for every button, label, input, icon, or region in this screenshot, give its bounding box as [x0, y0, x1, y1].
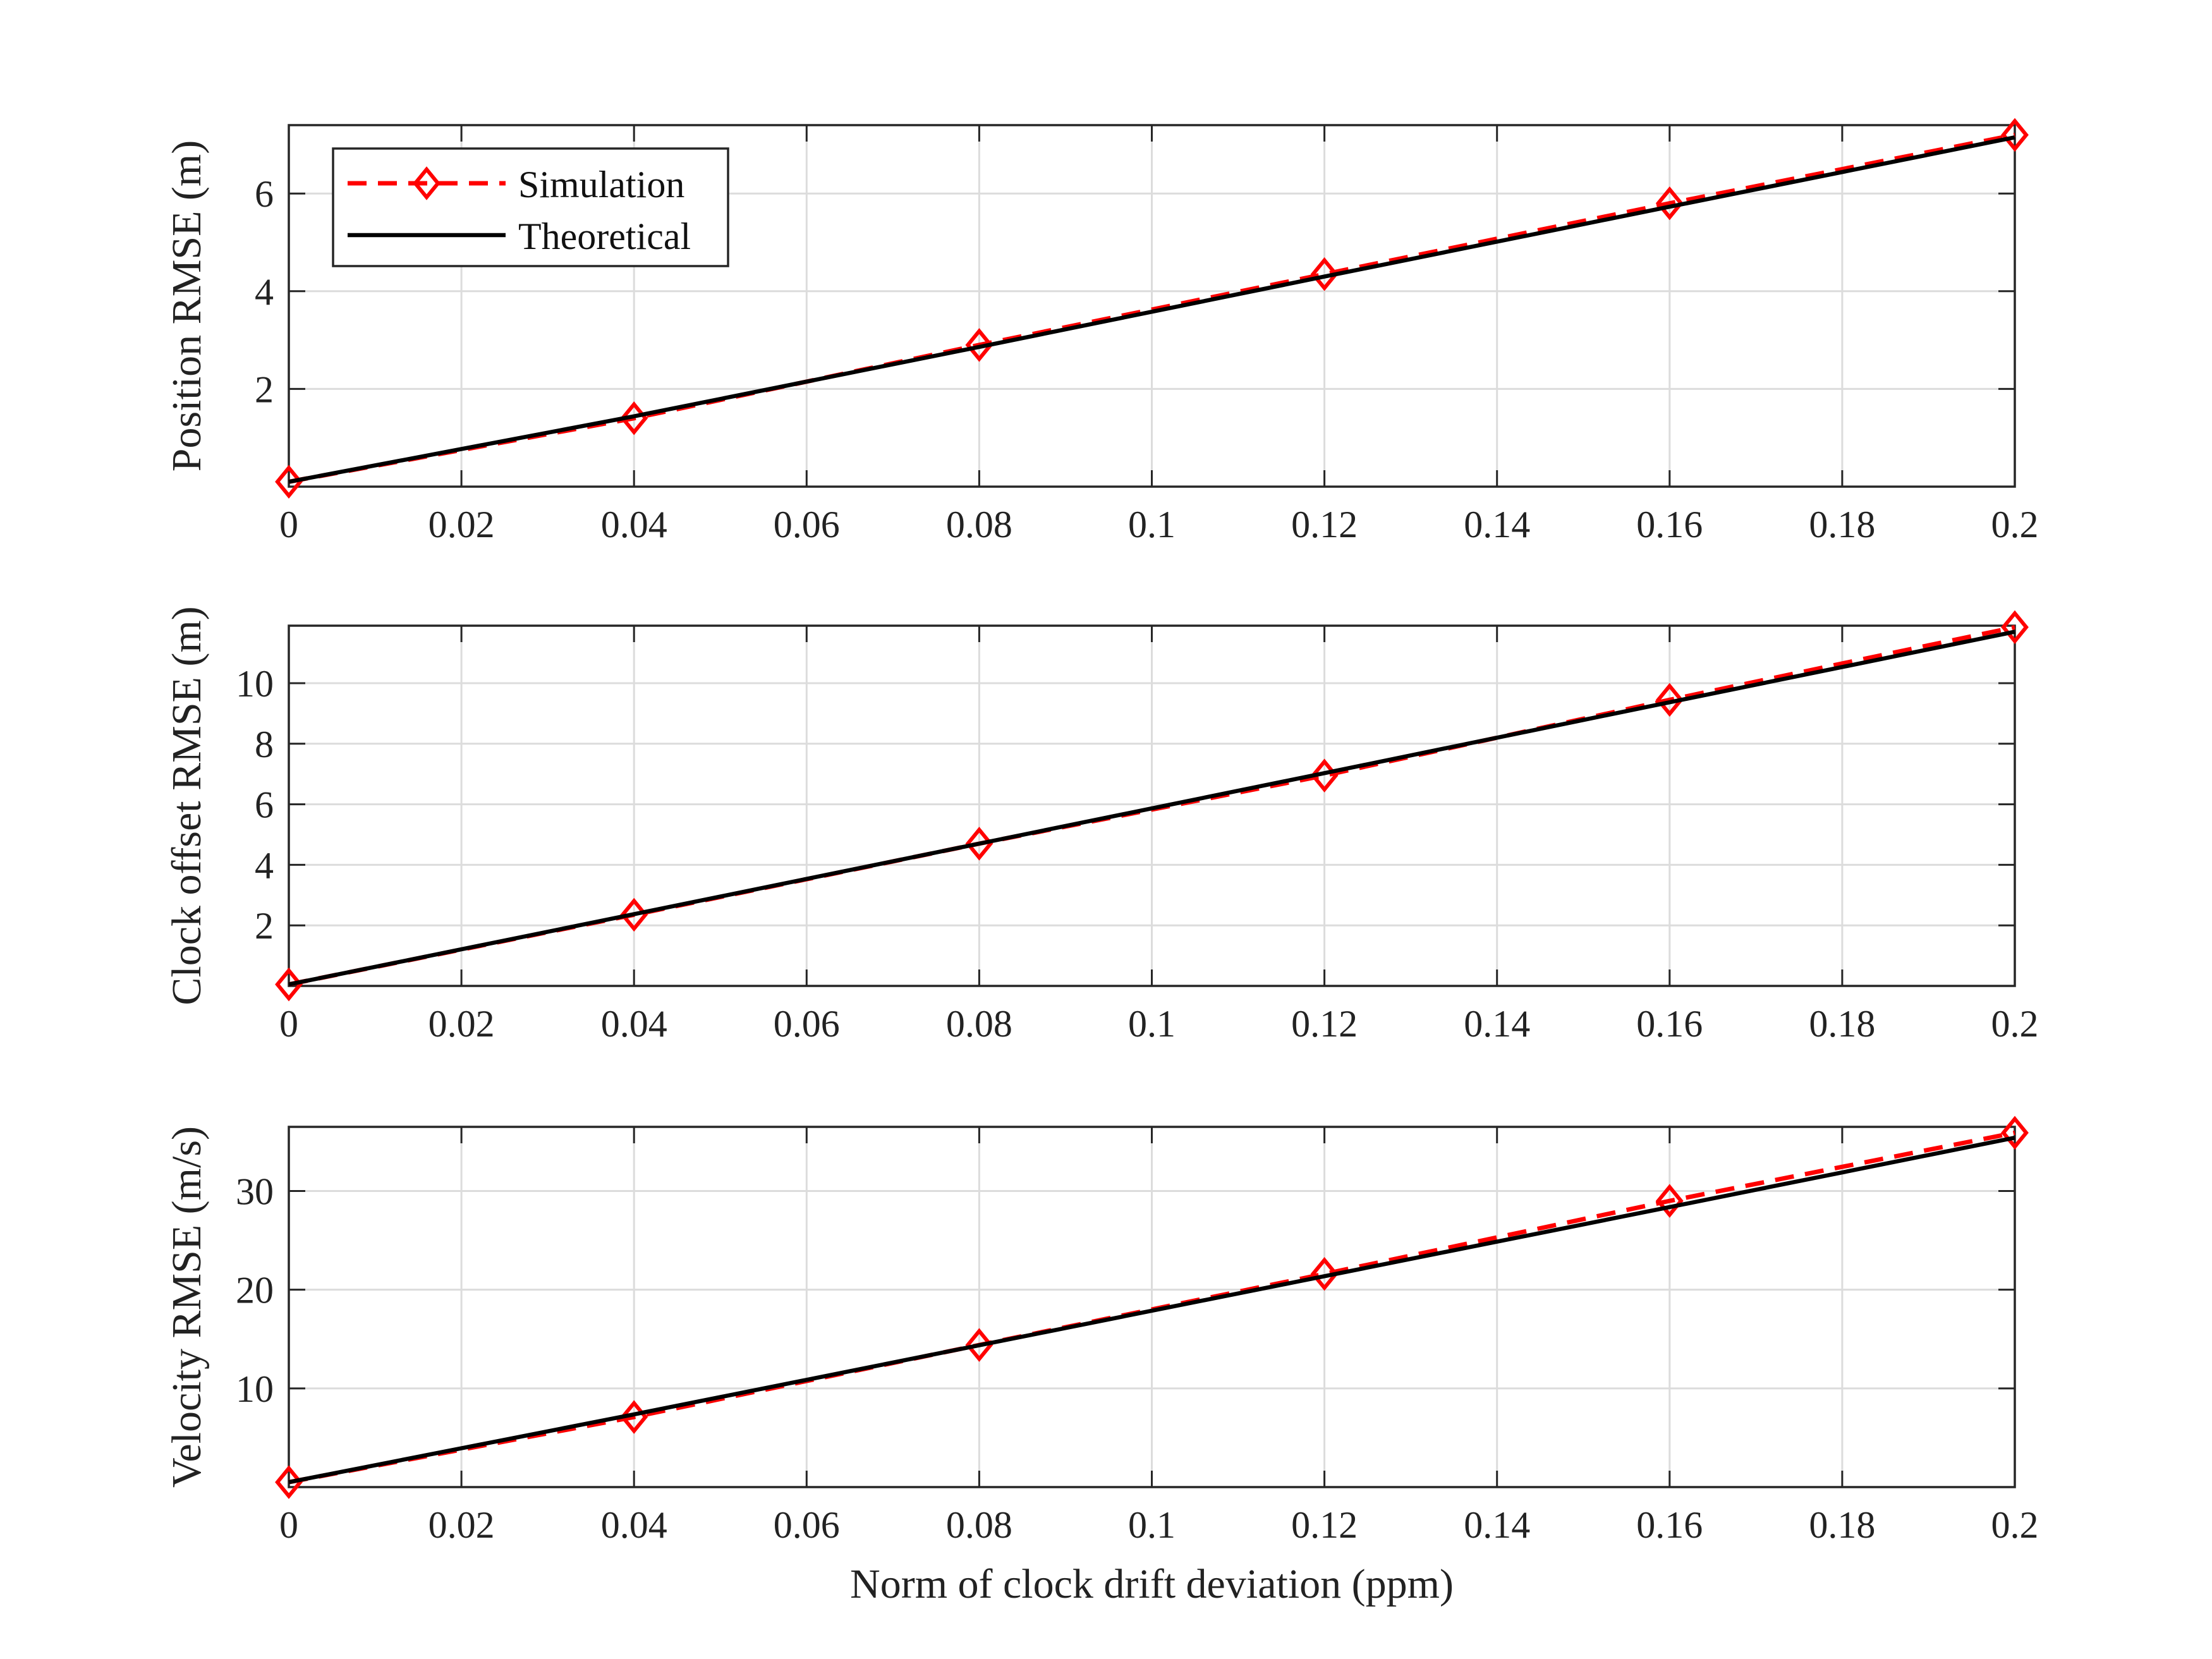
x-tick-label: 0.1 [1128, 1504, 1176, 1546]
x-tick-label: 0.2 [1991, 504, 2039, 545]
x-tick-label: 0.06 [774, 504, 840, 545]
axes-frame [288, 624, 2016, 987]
x-tick-label: 0.08 [946, 504, 1012, 545]
legend-simulation-label: Simulation [518, 164, 684, 205]
x-tick-label: 0 [279, 504, 298, 545]
y-tick-label: 6 [255, 173, 274, 215]
legend-box [332, 147, 729, 267]
x-tick-label: 0.18 [1809, 1504, 1875, 1546]
series-line-theoretical [288, 135, 2015, 484]
x-tick-label: 0.08 [946, 1504, 1012, 1546]
y-axis-label: Position RMSE (m) [164, 140, 210, 471]
x-tick-label: 0.14 [1464, 1504, 1530, 1546]
subplot-2: 0 0.02 0.04 0.06 0.08 0.1 0.12 0.14 0.16 0.18 0.2 2… [164, 606, 2039, 1045]
data-point-marker [1310, 1256, 1339, 1291]
x-axis-label: Norm of clock drift deviation (ppm) [850, 1561, 1454, 1607]
y-tick-label: 8 [255, 724, 274, 765]
x-tick-label: 0.04 [601, 1504, 667, 1546]
x-tick-label: 0.04 [601, 504, 667, 545]
data-point-marker [965, 827, 994, 861]
x-tick-label: 0.14 [1464, 504, 1530, 545]
x-tick-label: 0.14 [1464, 1003, 1530, 1045]
x-tick-label: 0 [279, 1003, 298, 1045]
x-tick-label: 0.12 [1291, 1003, 1358, 1045]
y-tick-label: 4 [255, 271, 274, 313]
data-point-marker [2001, 118, 2029, 152]
legend-simulation-marker [413, 166, 441, 200]
legend-theoretical-label: Theoretical [518, 216, 691, 257]
x-tick-label: 0.1 [1128, 504, 1176, 545]
y-axis-label: Velocity RMSE (m/s) [164, 1126, 210, 1488]
x-tick-label: 0.06 [774, 1003, 840, 1045]
y-tick-label: 6 [255, 784, 274, 826]
series-line-simulation [288, 133, 2015, 484]
data-point-marker [1655, 683, 1684, 717]
x-tick-label: 0.02 [428, 1504, 495, 1546]
data-point-marker [1655, 186, 1684, 221]
x-tick-label: 0.2 [1991, 1504, 2039, 1546]
y-tick-label: 10 [236, 1368, 274, 1410]
x-tick-label: 0.1 [1128, 1003, 1176, 1045]
legend: Simulation Theoretical [332, 147, 729, 267]
data-point-marker [275, 465, 303, 499]
series-line-theoretical [288, 629, 2015, 987]
x-tick-label: 0.18 [1809, 504, 1875, 545]
y-tick-label: 10 [236, 663, 274, 705]
x-tick-label: 0.02 [428, 1003, 495, 1045]
y-tick-label: 2 [255, 368, 274, 410]
data-point-marker [275, 1465, 303, 1499]
y-tick-label: 4 [255, 844, 274, 886]
y-tick-label: 20 [236, 1270, 274, 1311]
x-tick-label: 0.2 [1991, 1003, 2039, 1045]
data-point-marker [1655, 1184, 1684, 1218]
x-tick-label: 0.04 [601, 1003, 667, 1045]
x-tick-label: 0.12 [1291, 1504, 1358, 1546]
x-tick-label: 0.16 [1636, 1003, 1703, 1045]
data-point-marker [275, 967, 303, 1002]
axes-frame [288, 1126, 2016, 1488]
subplot-3: 0 0.02 0.04 0.06 0.08 0.1 0.12 0.14 0.16 0.18 0.2 1… [164, 1115, 2039, 1607]
x-tick-label: 0.02 [428, 504, 495, 545]
x-tick-label: 0.08 [946, 1003, 1012, 1045]
x-tick-label: 0.12 [1291, 504, 1358, 545]
data-point-marker [965, 328, 994, 362]
y-axis-label: Clock offset RMSE (m) [164, 606, 210, 1005]
data-point-marker [620, 897, 648, 932]
y-tick-label: 2 [255, 905, 274, 947]
x-tick-label: 0.16 [1636, 1504, 1703, 1546]
data-point-marker [2001, 1115, 2029, 1150]
y-tick-label: 30 [236, 1171, 274, 1213]
data-point-marker [1310, 257, 1339, 291]
x-tick-label: 0.16 [1636, 504, 1703, 545]
series-line-theoretical [288, 1135, 2015, 1485]
x-tick-label: 0.06 [774, 1504, 840, 1546]
axes-frame [288, 124, 2016, 488]
data-point-marker [965, 1328, 994, 1362]
data-point-marker [2001, 610, 2029, 645]
x-tick-label: 0 [279, 1504, 298, 1546]
x-tick-label: 0.18 [1809, 1003, 1875, 1045]
